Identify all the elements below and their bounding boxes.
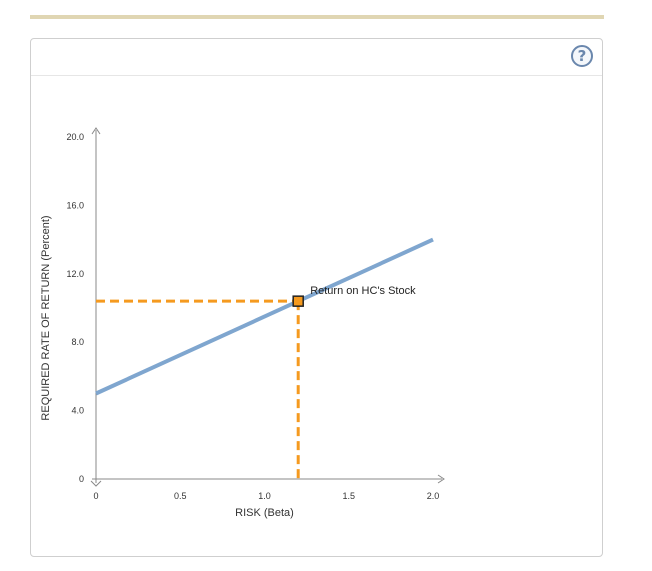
y-tick-label: 8.0	[71, 337, 84, 347]
x-axis-arrow	[437, 474, 445, 484]
point-label: Return on HC's Stock	[310, 285, 416, 297]
x-tick-label: 2.0	[427, 491, 440, 501]
x-tick-label: 0.5	[174, 491, 187, 501]
y-tick-label: 20.0	[66, 132, 84, 142]
y-axis-arrow	[91, 127, 101, 135]
y-tick-label: 12.0	[66, 269, 84, 279]
y-axis-title: REQUIRED RATE OF RETURN (Percent)	[40, 215, 52, 420]
x-tick-label: 1.5	[342, 491, 355, 501]
origin-arrow	[90, 480, 102, 487]
stock-point-marker	[292, 295, 304, 307]
top-divider-bar	[30, 15, 604, 19]
y-tick-label: 16.0	[66, 200, 84, 210]
x-tick-label: 1.0	[258, 491, 271, 501]
panel-header: ?	[31, 39, 602, 76]
x-axis-title: RISK (Beta)	[235, 507, 294, 519]
y-tick-label: 0	[79, 474, 84, 484]
graph-panel: ?	[30, 38, 603, 557]
y-tick-label: 4.0	[71, 406, 84, 416]
help-button[interactable]: ?	[571, 45, 593, 67]
sml-line	[95, 237, 434, 396]
x-tick-label: 0	[93, 491, 98, 501]
